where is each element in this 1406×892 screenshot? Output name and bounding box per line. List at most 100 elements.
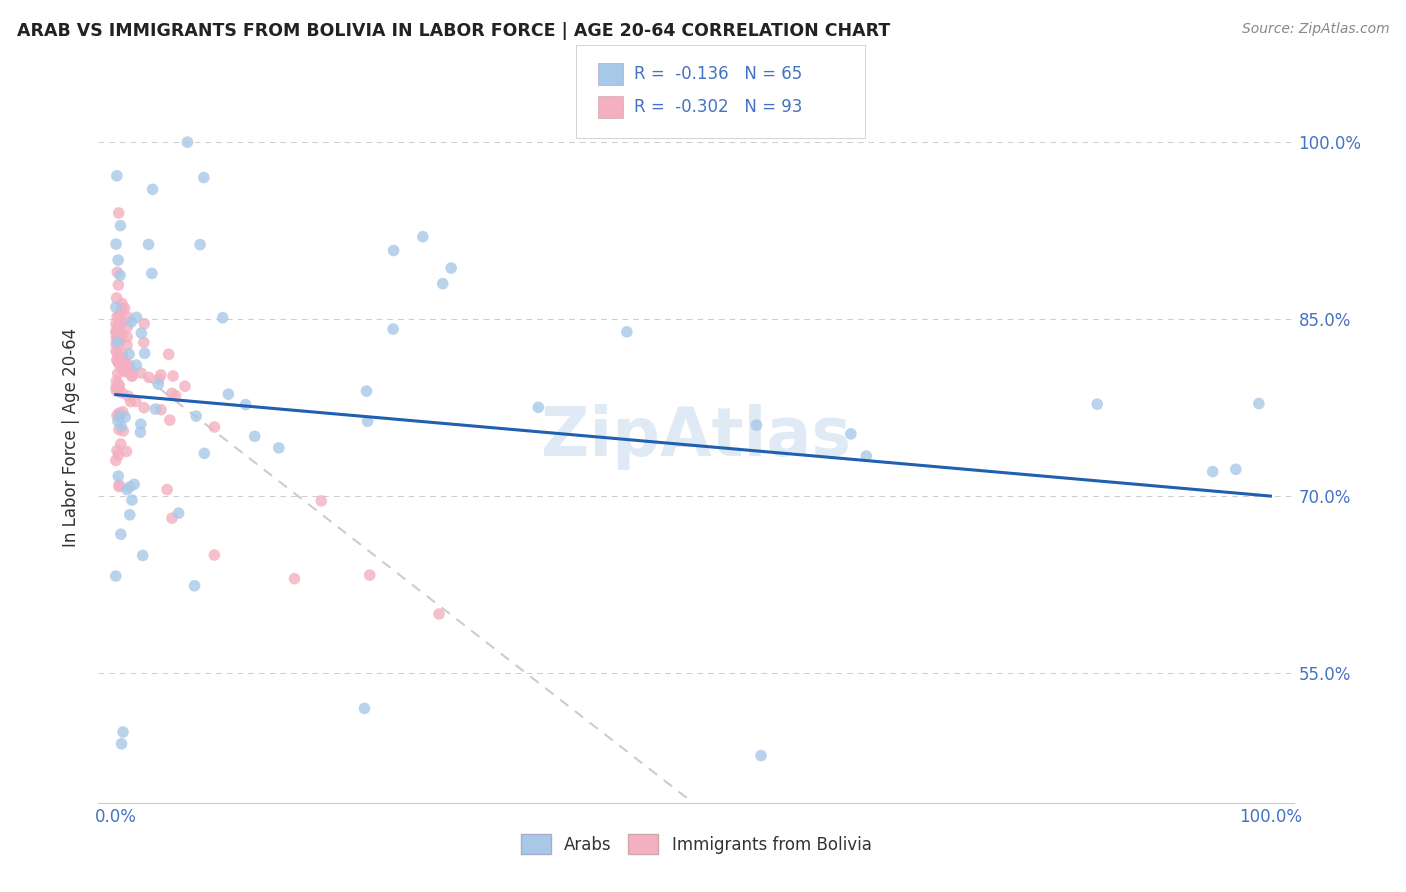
Point — [129, 417, 152, 431]
Point — [107, 356, 129, 370]
Point — [311, 494, 333, 508]
Point — [382, 322, 405, 336]
Point — [527, 401, 550, 415]
Point — [105, 291, 128, 305]
Point — [107, 310, 129, 325]
Point — [131, 549, 153, 563]
Point — [243, 429, 266, 443]
Point — [105, 374, 128, 388]
Point — [107, 448, 129, 462]
Point — [134, 346, 156, 360]
Point — [145, 402, 167, 417]
Point — [111, 385, 134, 400]
Point — [105, 443, 128, 458]
Point — [129, 366, 152, 380]
Point — [115, 338, 138, 352]
Point — [107, 332, 129, 346]
Point — [855, 449, 877, 463]
Point — [111, 301, 134, 315]
Point — [188, 237, 211, 252]
Point — [108, 333, 131, 347]
Point — [110, 527, 132, 541]
Point — [107, 353, 129, 368]
Point — [112, 365, 135, 379]
Point — [118, 347, 141, 361]
Text: R =  -0.302   N = 93: R = -0.302 N = 93 — [634, 98, 803, 116]
Point — [117, 310, 139, 324]
Point — [202, 548, 225, 562]
Y-axis label: In Labor Force | Age 20-64: In Labor Force | Age 20-64 — [62, 327, 80, 547]
Legend: Arabs, Immigrants from Bolivia: Arabs, Immigrants from Bolivia — [513, 828, 879, 860]
Text: R =  -0.136   N = 65: R = -0.136 N = 65 — [634, 65, 803, 83]
Point — [107, 356, 129, 370]
Point — [148, 372, 170, 386]
Point — [104, 300, 127, 314]
Point — [162, 369, 184, 384]
Point — [107, 333, 129, 347]
Text: ZipAtlas: ZipAtlas — [541, 404, 851, 470]
Point — [105, 409, 128, 423]
Point — [107, 334, 129, 348]
Point — [112, 725, 135, 739]
Point — [105, 317, 128, 331]
Point — [105, 324, 128, 338]
Point — [115, 330, 138, 344]
Point — [749, 748, 772, 763]
Point — [105, 384, 128, 398]
Point — [107, 277, 129, 292]
Point — [115, 483, 138, 497]
Point — [132, 401, 155, 415]
Point — [1225, 462, 1247, 476]
Point — [108, 423, 131, 437]
Point — [120, 394, 142, 409]
Point — [111, 363, 134, 377]
Point — [114, 410, 136, 425]
Point — [110, 307, 132, 321]
Point — [167, 506, 190, 520]
Point — [107, 319, 129, 334]
Point — [159, 413, 181, 427]
Point — [150, 402, 173, 417]
Point — [105, 169, 128, 183]
Point — [105, 237, 128, 252]
Point — [117, 359, 139, 373]
Point — [125, 358, 148, 372]
Point — [117, 389, 139, 403]
Point — [165, 389, 187, 403]
Point — [193, 170, 215, 185]
Point — [108, 379, 131, 393]
Point — [112, 354, 135, 368]
Point — [121, 368, 143, 383]
Point — [204, 420, 226, 434]
Point — [121, 364, 143, 378]
Point — [131, 326, 153, 340]
Point — [839, 426, 862, 441]
Point — [118, 480, 141, 494]
Point — [132, 335, 155, 350]
Point — [117, 319, 139, 334]
Point — [156, 483, 179, 497]
Point — [105, 353, 128, 368]
Point — [111, 405, 134, 419]
Point — [104, 569, 127, 583]
Point — [108, 478, 131, 492]
Point — [141, 266, 163, 280]
Point — [105, 337, 128, 351]
Point — [118, 508, 141, 522]
Text: Source: ZipAtlas.com: Source: ZipAtlas.com — [1241, 22, 1389, 37]
Point — [108, 480, 131, 494]
Point — [157, 347, 180, 361]
Point — [104, 325, 127, 339]
Text: ARAB VS IMMIGRANTS FROM BOLIVIA IN LABOR FORCE | AGE 20-64 CORRELATION CHART: ARAB VS IMMIGRANTS FROM BOLIVIA IN LABOR… — [17, 22, 890, 40]
Point — [107, 253, 129, 268]
Point — [125, 310, 148, 325]
Point — [108, 318, 131, 332]
Point — [105, 344, 128, 359]
Point — [359, 568, 381, 582]
Point — [110, 351, 132, 365]
Point — [105, 380, 128, 394]
Point — [108, 268, 131, 283]
Point — [112, 424, 135, 438]
Point — [105, 335, 128, 350]
Point — [160, 511, 183, 525]
